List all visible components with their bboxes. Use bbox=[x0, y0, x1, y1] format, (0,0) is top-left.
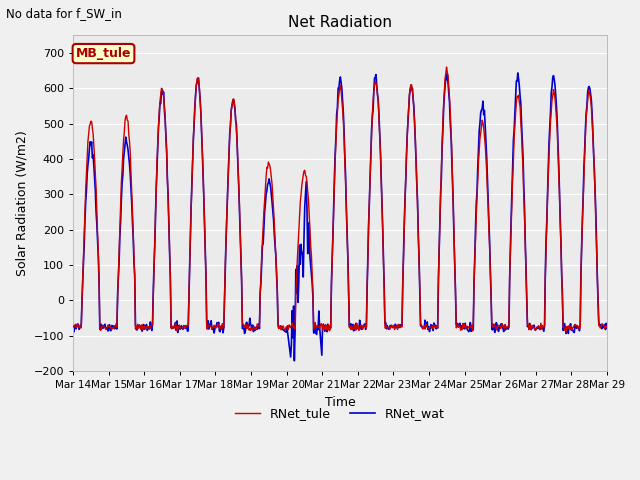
RNet_tule bbox=[134, 321, 141, 327]
RNet_tule bbox=[443, 64, 451, 70]
RNet_wat bbox=[134, 323, 141, 328]
Y-axis label: Solar Radiation (W/m2): Solar Radiation (W/m2) bbox=[15, 131, 28, 276]
Line: RNet_wat: RNet_wat bbox=[73, 73, 607, 360]
RNet_tule bbox=[188, 181, 196, 187]
RNet_tule bbox=[79, 277, 86, 283]
RNet_wat bbox=[603, 325, 611, 331]
RNet_tule bbox=[603, 324, 611, 330]
RNet_wat bbox=[188, 179, 196, 185]
RNet_wat bbox=[216, 329, 224, 335]
Text: No data for f_SW_in: No data for f_SW_in bbox=[6, 7, 122, 20]
RNet_wat bbox=[406, 93, 413, 99]
RNet_wat bbox=[291, 358, 298, 363]
RNet_wat bbox=[421, 317, 429, 323]
RNet_tule bbox=[405, 106, 413, 111]
RNet_tule bbox=[216, 325, 224, 331]
RNet_wat bbox=[69, 323, 77, 329]
RNet_wat bbox=[79, 277, 86, 283]
RNet_tule bbox=[420, 323, 428, 329]
RNet_tule bbox=[563, 329, 570, 335]
Line: RNet_tule: RNet_tule bbox=[73, 67, 607, 332]
Legend: RNet_tule, RNet_wat: RNet_tule, RNet_wat bbox=[230, 402, 450, 425]
RNet_tule bbox=[69, 323, 77, 329]
Text: MB_tule: MB_tule bbox=[76, 47, 131, 60]
Title: Net Radiation: Net Radiation bbox=[288, 15, 392, 30]
X-axis label: Time: Time bbox=[324, 396, 355, 408]
RNet_wat bbox=[514, 70, 522, 76]
